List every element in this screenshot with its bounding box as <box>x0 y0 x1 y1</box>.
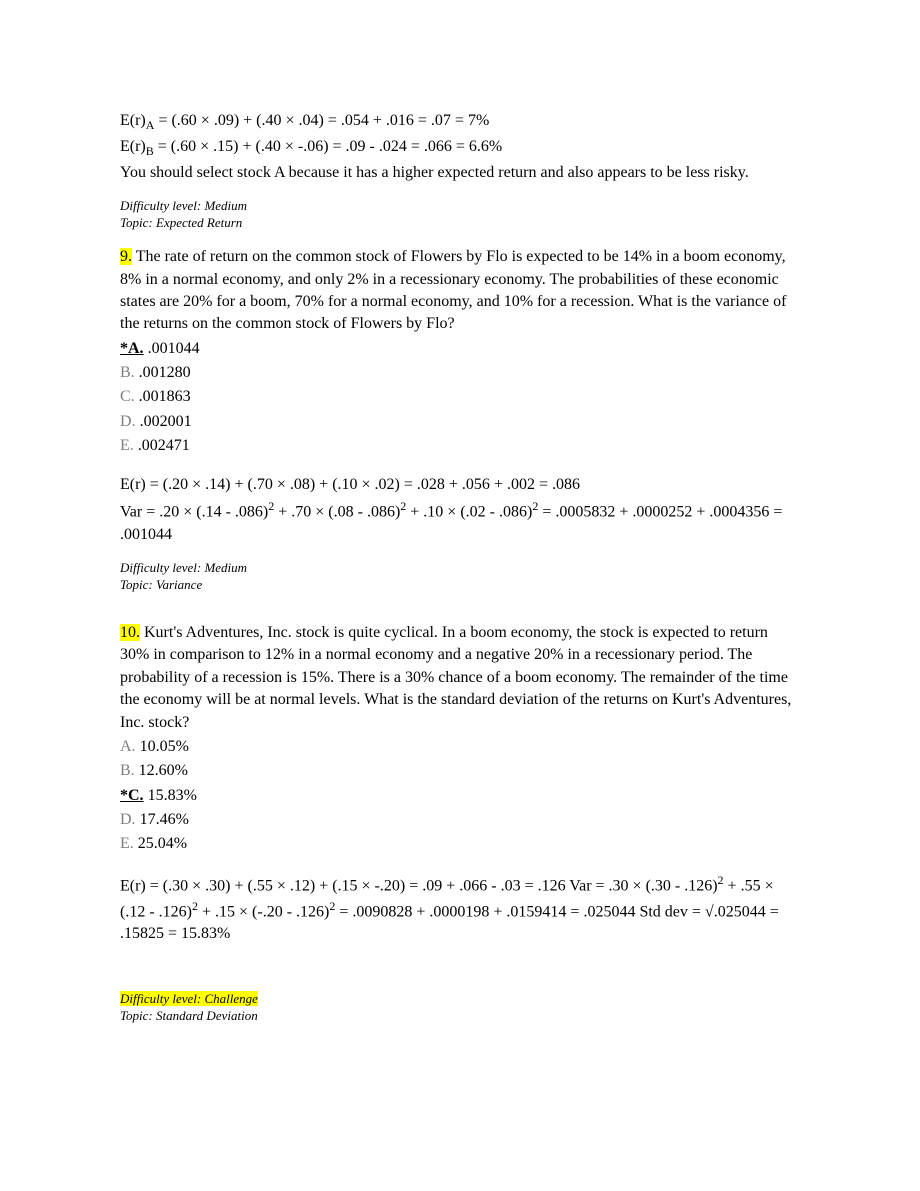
q9-answer-c: C. .001863 <box>120 386 800 408</box>
subscript-b: B <box>146 144 154 158</box>
q10-calc: E(r) = (.30 × .30) + (.55 × .12) + (.15 … <box>120 872 800 946</box>
question-10-text: Kurt's Adventures, Inc. stock is quite c… <box>120 624 791 731</box>
text: Var = .20 × (.14 - .086) <box>120 503 268 520</box>
answer-value: 25.04% <box>134 835 187 852</box>
q10-difficulty-text: Difficulty level: Challenge <box>120 991 258 1006</box>
text: = (.60 × .15) + (.40 × -.06) = .09 - .02… <box>154 138 502 155</box>
text: E(r) <box>120 138 146 155</box>
q9-difficulty: Difficulty level: Medium <box>120 560 800 577</box>
text: + .15 × (-.20 - .126) <box>198 903 329 920</box>
text: + .10 × (.02 - .086) <box>406 503 532 520</box>
answer-label: E. <box>120 835 134 852</box>
intro-topic: Topic: Expected Return <box>120 215 800 232</box>
q9-calc-line-2: Var = .20 × (.14 - .086)2 + .70 × (.08 -… <box>120 498 800 546</box>
q10-answer-a: A. 10.05% <box>120 736 800 758</box>
question-9-number: 9. <box>120 248 132 265</box>
question-9-text: The rate of return on the common stock o… <box>120 248 786 332</box>
answer-label: D. <box>120 811 136 828</box>
text: E(r) <box>120 112 146 129</box>
answer-label: C. <box>120 388 135 405</box>
q10-topic: Topic: Standard Deviation <box>120 1008 800 1025</box>
answer-label: D. <box>120 413 136 430</box>
answer-label-correct: *C. <box>120 787 144 804</box>
text: = (.60 × .09) + (.40 × .04) = .054 + .01… <box>154 112 489 129</box>
answer-value: .001044 <box>144 340 200 357</box>
answer-value: 15.83% <box>144 787 197 804</box>
q9-topic: Topic: Variance <box>120 577 800 594</box>
answer-value: .001863 <box>135 388 191 405</box>
answer-value: .002471 <box>134 437 190 454</box>
question-10: 10. Kurt's Adventures, Inc. stock is qui… <box>120 622 800 734</box>
text: E(r) = (.30 × .30) + (.55 × .12) + (.15 … <box>120 877 718 894</box>
answer-value: 10.05% <box>136 738 189 755</box>
q9-answer-a: *A. .001044 <box>120 338 800 360</box>
q10-answer-c: *C. 15.83% <box>120 785 800 807</box>
answer-label: B. <box>120 364 135 381</box>
answer-label: A. <box>120 738 136 755</box>
q10-answer-d: D. 17.46% <box>120 809 800 831</box>
intro-conclusion: You should select stock A because it has… <box>120 162 800 184</box>
answer-value: .001280 <box>135 364 191 381</box>
question-9: 9. The rate of return on the common stoc… <box>120 246 800 336</box>
q9-answer-e: E. .002471 <box>120 435 800 457</box>
answer-label: E. <box>120 437 134 454</box>
answer-value: 17.46% <box>136 811 189 828</box>
document-page: E(r)A = (.60 × .09) + (.40 × .04) = .054… <box>0 0 920 1125</box>
q9-calc-line-1: E(r) = (.20 × .14) + (.70 × .08) + (.10 … <box>120 474 800 496</box>
q10-answer-b: B. 12.60% <box>120 760 800 782</box>
intro-calc-line-1: E(r)A = (.60 × .09) + (.40 × .04) = .054… <box>120 110 800 134</box>
intro-difficulty: Difficulty level: Medium <box>120 198 800 215</box>
answer-label-correct: *A. <box>120 340 144 357</box>
text: + .70 × (.08 - .086) <box>274 503 400 520</box>
answer-label: B. <box>120 762 135 779</box>
answer-value: .002001 <box>136 413 192 430</box>
q9-answer-b: B. .001280 <box>120 362 800 384</box>
q10-difficulty: Difficulty level: Challenge <box>120 990 800 1008</box>
intro-calc-line-2: E(r)B = (.60 × .15) + (.40 × -.06) = .09… <box>120 136 800 160</box>
q10-answer-e: E. 25.04% <box>120 833 800 855</box>
q9-answer-d: D. .002001 <box>120 411 800 433</box>
answer-value: 12.60% <box>135 762 188 779</box>
question-10-number: 10. <box>120 624 140 641</box>
